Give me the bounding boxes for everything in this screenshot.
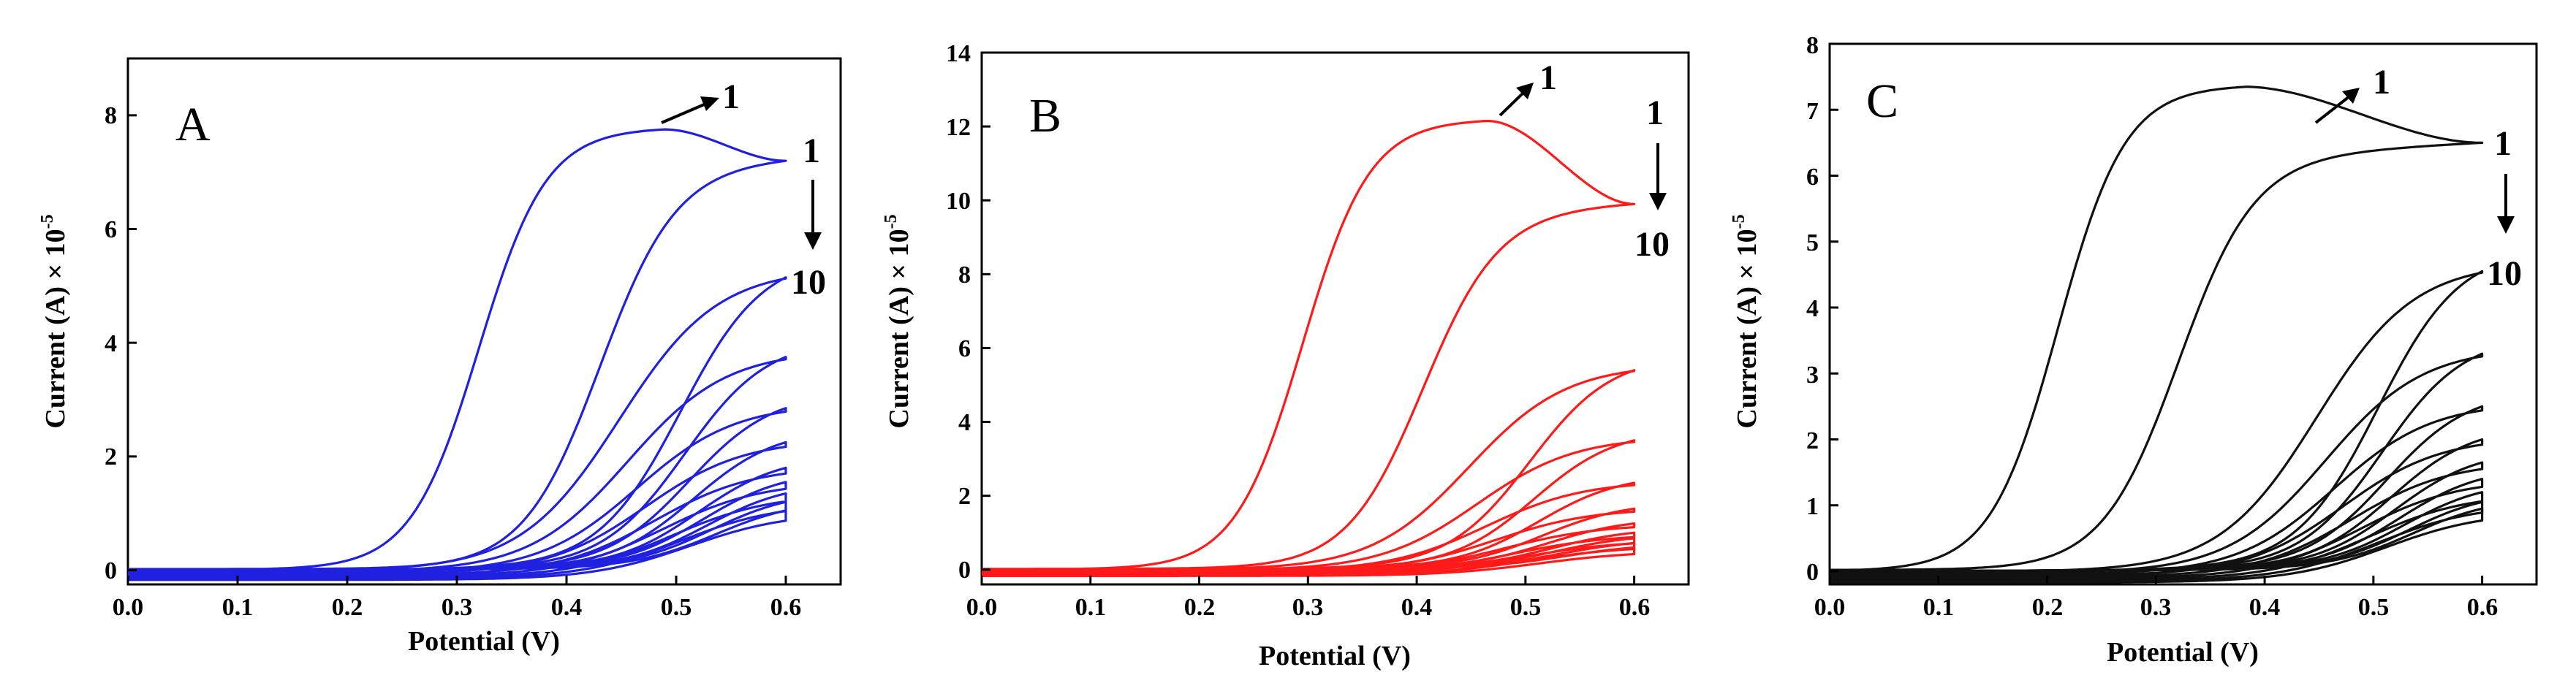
x-tick-label: 0.3 (2140, 594, 2172, 621)
last-cycle-label: 10 (2487, 254, 2522, 293)
x-tick-label: 0.6 (1619, 594, 1651, 621)
last-cycle-label: 10 (791, 263, 826, 302)
panel-b: 0.0 0.1 0.2 0.3 0.4 0.5 0.6 0 2 4 6 8 10… (882, 40, 1690, 671)
arrow-up-icon-head (2342, 88, 2360, 104)
x-axis: 0.0 0.1 0.2 0.3 0.4 0.5 0.6 (966, 594, 1651, 621)
y-axis: 0 1 2 3 4 5 6 7 8 (1806, 32, 1819, 586)
y-tick-label: 7 (1806, 98, 1819, 125)
x-tick-label: 0.3 (442, 594, 473, 621)
y-tick-label: 5 (1806, 229, 1819, 256)
x-tick-label: 0.6 (770, 594, 802, 621)
y-tick-label: 4 (105, 330, 117, 357)
y-tick-label: 8 (105, 102, 117, 129)
panel-c: 0.0 0.1 0.2 0.3 0.4 0.5 0.6 0 1 2 3 4 5 … (1730, 32, 2538, 668)
x-tick-label: 0.0 (966, 594, 998, 621)
arrow-up-icon (2314, 95, 2351, 124)
x-tick-label: 0.5 (1510, 594, 1542, 621)
cv-cycle-7 (1829, 478, 2484, 580)
y-tick-label: 8 (958, 262, 971, 289)
x-tick-label: 0.2 (2032, 594, 2064, 621)
x-axis: 0.0 0.1 0.2 0.3 0.4 0.5 0.6 (113, 594, 802, 621)
x-tick-label: 0.5 (2358, 594, 2390, 621)
cv-cycle-2 (128, 276, 787, 572)
y-tick-label: 10 (946, 188, 971, 215)
y-tick-label: 6 (1806, 164, 1819, 191)
arrow-up-icon (1499, 91, 1526, 117)
y-tick-label: 2 (105, 443, 117, 470)
arrow-up-icon (661, 102, 708, 124)
x-tick-label: 0.1 (1075, 594, 1107, 621)
x-tick-label: 0.2 (1184, 594, 1216, 621)
cv-cycle-1 (982, 120, 1636, 571)
y-tick-label: 0 (958, 557, 971, 584)
x-tick-label: 0.4 (551, 594, 583, 621)
x-tick-label: 0.2 (332, 594, 363, 621)
y-axis-title: Current (A) × 10-5 (38, 214, 71, 428)
cv-curves (1829, 85, 2484, 584)
y-tick-label: 14 (946, 40, 971, 67)
x-tick-label: 0.4 (1401, 594, 1433, 621)
y-tick-label: 8 (1806, 32, 1819, 59)
x-tick-label: 0.0 (1814, 594, 1846, 621)
x-tick-label: 0.1 (1923, 594, 1955, 621)
peak-label: 1 (2373, 63, 2390, 102)
x-axis-title: Potential (V) (408, 626, 560, 657)
y-tick-label: 1 (1806, 493, 1819, 520)
y-axis-title: Current (A) × 10-5 (1730, 214, 1762, 428)
y-tick-label: 4 (1806, 295, 1819, 322)
peak-label: 1 (1539, 58, 1557, 97)
cv-cycle-5 (1829, 438, 2484, 577)
y-tick-label: 0 (105, 557, 117, 584)
x-tick-label: 0.1 (222, 594, 254, 621)
cv-curves (128, 128, 787, 581)
cv-cycle-4 (1829, 405, 2484, 576)
x-tick-label: 0.6 (2467, 594, 2499, 621)
cv-cycle-1 (1829, 85, 2484, 572)
panel-letter: B (1029, 89, 1061, 142)
plot-frame (1828, 42, 2538, 586)
y-tick-label: 12 (946, 114, 971, 141)
cv-cycle-5 (128, 441, 787, 576)
y-axis-title: Current (A) × 10-5 (882, 214, 914, 428)
x-axis-title: Potential (V) (2107, 637, 2259, 668)
first-cycle-label: 1 (803, 131, 820, 170)
y-tick-label: 6 (958, 335, 971, 362)
y-tick-label: 2 (1806, 427, 1819, 454)
x-axis-title: Potential (V) (1259, 641, 1411, 671)
first-cycle-label: 1 (2494, 124, 2512, 163)
cv-cycle-10 (1829, 507, 2484, 584)
last-cycle-label: 10 (1634, 225, 1670, 264)
y-tick-label: 3 (1806, 362, 1819, 389)
panel-a: 0.0 0.1 0.2 0.3 0.4 0.5 0.6 0 2 4 6 8 Po… (38, 57, 842, 657)
arrow-up-icon-head (1516, 83, 1534, 99)
plot-frame (980, 51, 1690, 586)
cv-cycle-4 (128, 407, 787, 574)
arrow-down-icon-head (2497, 216, 2515, 234)
y-tick-label: 4 (958, 409, 971, 436)
y-tick-label: 6 (105, 216, 117, 243)
plot-frame (126, 57, 842, 586)
cv-curves (982, 120, 1636, 577)
x-tick-label: 0.5 (661, 594, 692, 621)
peak-label: 1 (722, 77, 740, 116)
y-axis: 0 2 4 6 8 10 12 14 (946, 40, 971, 584)
x-tick-label: 0.4 (2249, 594, 2281, 621)
first-cycle-label: 1 (1646, 94, 1664, 132)
y-tick-label: 2 (958, 483, 971, 510)
arrow-down-icon-head (804, 232, 822, 250)
y-axis: 0 2 4 6 8 (105, 102, 117, 584)
y-tick-label: 0 (1806, 559, 1819, 586)
panel-letter: A (175, 98, 211, 151)
panel-letter: C (1866, 75, 1898, 128)
arrow-up-icon-head (700, 96, 719, 111)
x-tick-label: 0.3 (1292, 594, 1324, 621)
arrow-down-icon-head (1649, 193, 1667, 210)
x-axis: 0.0 0.1 0.2 0.3 0.4 0.5 0.6 (1814, 594, 2499, 621)
x-tick-label: 0.0 (113, 594, 144, 621)
